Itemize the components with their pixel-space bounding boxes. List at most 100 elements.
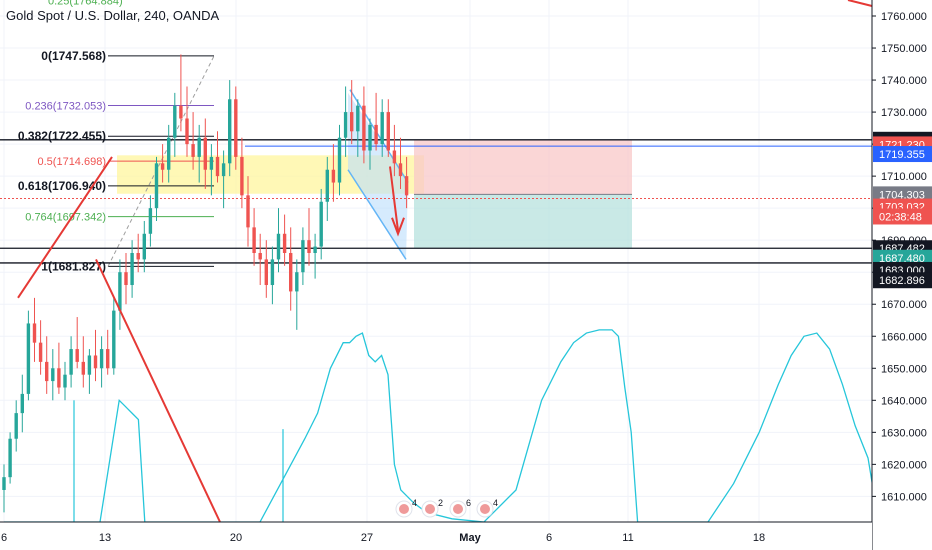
- event-count: 4: [493, 498, 498, 508]
- candle-body: [191, 144, 195, 157]
- price-badge: [873, 146, 932, 163]
- x-tick-label: 27: [361, 532, 373, 544]
- candle-body: [118, 272, 122, 311]
- x-tick-label: 6: [1, 532, 7, 544]
- flag-icon: [480, 504, 490, 514]
- candle-body: [234, 99, 238, 157]
- candle-body: [81, 361, 85, 375]
- y-tick-label: 1740.000: [881, 75, 927, 87]
- candle-body: [270, 259, 275, 286]
- y-tick-label: 1730.000: [881, 107, 927, 119]
- candle-body: [276, 233, 281, 260]
- candle-body: [252, 227, 256, 253]
- candle-body: [2, 477, 6, 490]
- candle-body: [380, 112, 384, 145]
- price-badge-label: 1687.480: [879, 253, 925, 265]
- candle-body: [282, 233, 287, 253]
- x-tick-label: 6: [546, 532, 552, 544]
- fib-level-label: 0(1747.568): [41, 49, 106, 63]
- y-tick-label: 1750.000: [881, 43, 927, 55]
- candle-body: [45, 361, 49, 382]
- price-badge: [873, 208, 932, 225]
- price-badge-label: 1682.896: [879, 275, 925, 287]
- candle-body: [295, 272, 299, 292]
- candle-body: [325, 169, 329, 202]
- candle-body: [185, 118, 189, 145]
- time-axis-background: [0, 522, 872, 550]
- candle-body: [167, 137, 171, 170]
- candle-body: [26, 323, 31, 394]
- candle-body: [142, 233, 146, 260]
- candle-body: [106, 349, 110, 369]
- candle-body: [246, 195, 250, 228]
- y-tick-label: 1610.000: [881, 491, 927, 503]
- x-tick-label: 11: [622, 532, 633, 544]
- y-tick-label: 1650.000: [881, 363, 927, 375]
- candle-body: [154, 163, 159, 209]
- candle-body: [8, 438, 12, 478]
- candle-body: [374, 124, 378, 145]
- candle-body: [362, 105, 366, 151]
- x-tick-label: 20: [230, 532, 242, 544]
- y-tick-label: 1620.000: [881, 459, 927, 471]
- candle-body: [63, 374, 67, 388]
- forecast-arrow-shaft: [389, 166, 399, 231]
- candle-body: [289, 252, 293, 292]
- y-tick-label: 1660.000: [881, 331, 927, 343]
- channel-upper-line: [349, 89, 409, 183]
- indicator-line: [4, 329, 882, 523]
- price-badge-label: 1719.355: [879, 149, 925, 161]
- fib-trend-line: [107, 55, 215, 267]
- candle-body: [51, 368, 55, 382]
- candle-body: [215, 156, 220, 177]
- candle-body: [87, 355, 92, 375]
- flag-icon: [425, 504, 435, 514]
- candle-body: [112, 310, 116, 369]
- y-tick-label: 1710.000: [881, 171, 927, 183]
- candle-body: [221, 163, 226, 177]
- event-count: 6: [466, 498, 471, 508]
- candle-body: [173, 105, 177, 138]
- candle-body: [38, 342, 43, 362]
- candle-body: [301, 240, 305, 273]
- candle-body: [179, 105, 183, 119]
- fib-label: 0.25(1764.884): [48, 0, 123, 7]
- price-badge: [873, 249, 932, 266]
- fib-level-label: 0.5(1714.698): [38, 156, 107, 168]
- candle-body: [32, 323, 37, 343]
- trend-line-up: [17, 156, 113, 299]
- price-badge: [873, 186, 932, 203]
- candle-body: [386, 112, 390, 151]
- y-tick-label: 1630.000: [881, 427, 927, 439]
- candle-body: [307, 240, 311, 253]
- candle-body: [136, 252, 140, 260]
- candle-body: [228, 99, 232, 164]
- x-tick-label: 18: [753, 532, 765, 544]
- candle-body: [404, 176, 409, 196]
- candle-body: [319, 201, 323, 247]
- candle-body: [148, 208, 153, 234]
- candle-body: [337, 137, 342, 183]
- y-tick-label: 1640.000: [881, 395, 927, 407]
- y-tick-label: 1670.000: [881, 299, 927, 311]
- candle-body: [124, 272, 128, 286]
- chart-title: Gold Spot / U.S. Dollar, 240, OANDA: [6, 8, 220, 23]
- price-badge: [873, 272, 932, 289]
- candle-body: [398, 163, 403, 177]
- candle-body: [99, 349, 104, 369]
- x-tick-label: 13: [99, 532, 111, 544]
- flag-icon: [399, 504, 409, 514]
- candle-body: [356, 105, 360, 132]
- candle-body: [313, 246, 317, 253]
- candle-body: [197, 137, 201, 157]
- trend-line-top-right: [847, 0, 873, 7]
- price-badge-label: 1704.303: [879, 189, 925, 201]
- candle-body: [75, 349, 79, 362]
- fib-level-label: 0.236(1732.053): [25, 101, 106, 113]
- short-position-target-zone: [414, 194, 632, 249]
- fib-level-label: 0.382(1722.455): [18, 129, 106, 143]
- event-count: 4: [412, 498, 417, 508]
- fib-level-label: 0.764(1697.342): [25, 212, 106, 224]
